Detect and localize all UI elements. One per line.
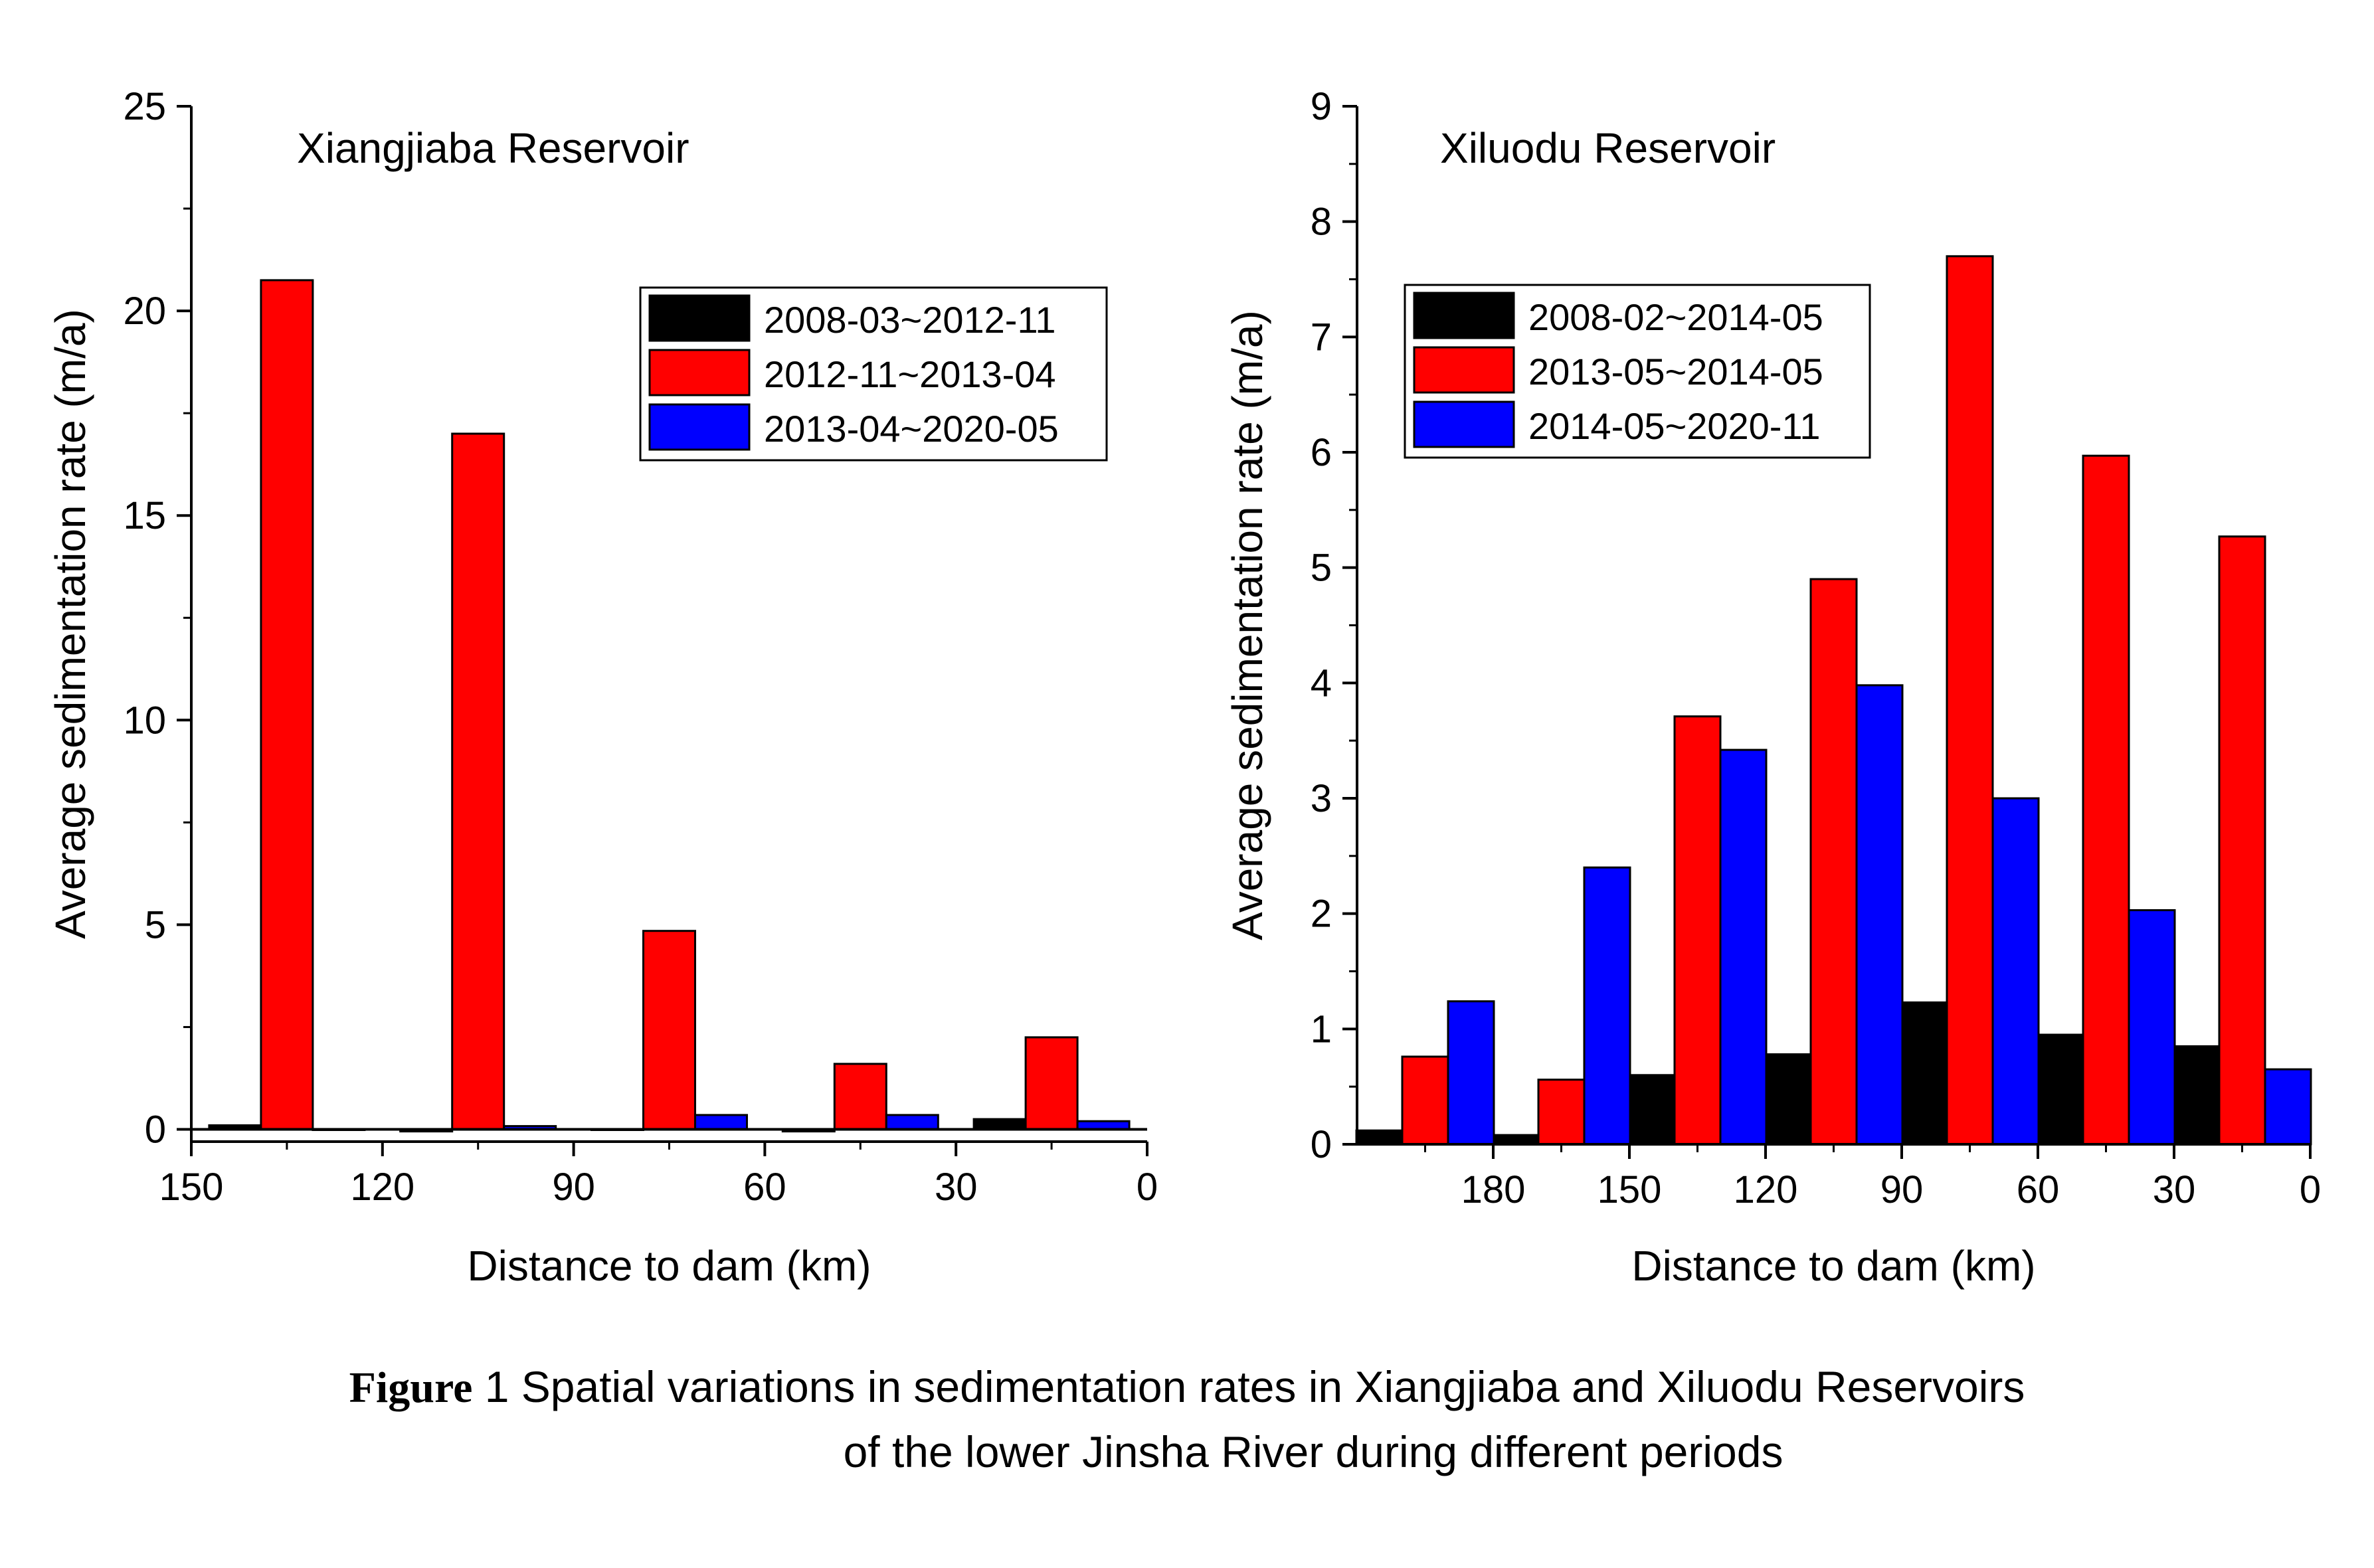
x-tick-label: 60 [743, 1166, 786, 1209]
bar [2128, 909, 2176, 1146]
x-tick-label: 30 [2153, 1168, 2196, 1211]
bar [1719, 748, 1768, 1146]
x-tick-label: 0 [1137, 1166, 1158, 1209]
bar [1491, 1134, 1540, 1146]
bar [972, 1118, 1027, 1130]
caption-text-1: 1 Spatial variations in sedimentation ra… [484, 1362, 2025, 1411]
caption-line-1: Figure 1 Spatial variations in sedimenta… [0, 1355, 2374, 1420]
legend-swatch [648, 349, 751, 396]
y-tick-label: 3 [1311, 777, 1332, 820]
x-tick-label: 180 [1461, 1168, 1526, 1211]
y-tick-label: 8 [1311, 201, 1332, 244]
bar [260, 279, 314, 1130]
y-tick-label: 6 [1311, 431, 1332, 474]
bar [1946, 255, 1994, 1146]
caption-line-2: of the lower Jinsha River during differe… [0, 1420, 2374, 1484]
bar [451, 432, 505, 1130]
bar [885, 1114, 939, 1131]
bar [2036, 1033, 2084, 1146]
legend-label: 2013-05~2014-05 [1528, 351, 1823, 392]
bar [1855, 684, 1904, 1146]
caption-figure-label: Figure [349, 1363, 473, 1412]
y-axis-label: Average sedimentation rate (m/a) [1224, 310, 1271, 940]
x-tick-label: 120 [1734, 1168, 1798, 1211]
bar [1447, 1000, 1495, 1146]
legend-swatch [648, 294, 751, 342]
x-tick-label: 90 [1880, 1168, 1924, 1211]
y-tick-label: 25 [123, 85, 166, 128]
figure-caption: Figure 1 Spatial variations in sedimenta… [0, 1355, 2374, 1484]
y-tick-label: 1 [1311, 1007, 1332, 1051]
chart-xiluodu: Xiluodu Reservoir Average sedimentation r… [1224, 85, 2321, 1290]
x-tick-label: 30 [935, 1166, 978, 1209]
y-tick-label: 0 [1311, 1123, 1332, 1166]
x-tick-label: 150 [1598, 1168, 1662, 1211]
y-tick-label: 5 [1311, 547, 1332, 590]
y-axis-label: Average sedimentation rate (m/a) [46, 309, 94, 939]
x-tick-label: 120 [350, 1166, 414, 1209]
y-tick-label: 0 [145, 1108, 166, 1152]
bar [2218, 535, 2266, 1146]
bar [2082, 454, 2130, 1146]
bar [1991, 797, 2040, 1146]
legend-swatch [1413, 292, 1515, 339]
bar [1537, 1079, 1586, 1146]
legend-swatch [1413, 346, 1515, 394]
bar [694, 1114, 748, 1131]
x-tick-label: 60 [2017, 1168, 2060, 1211]
bar [1673, 715, 1722, 1146]
y-tick-label: 10 [123, 699, 166, 742]
legend-swatch [648, 403, 751, 451]
chart-xiangjiaba: Xiangjiaba Reservoir Average sedimentatio… [46, 85, 1158, 1290]
bar [1809, 578, 1858, 1146]
y-tick-label: 2 [1311, 893, 1332, 936]
x-tick-label: 0 [2300, 1168, 2321, 1211]
legend-label: 2008-02~2014-05 [1528, 296, 1823, 338]
legend-label: 2014-05~2020-11 [1528, 405, 1821, 447]
x-tick-label: 150 [159, 1166, 224, 1209]
legend-label: 2008-03~2012-11 [764, 299, 1056, 341]
bar [2172, 1045, 2221, 1146]
bar [1627, 1074, 1676, 1146]
x-axis-label: Distance to dam (km) [467, 1242, 871, 1290]
legend-label: 2013-04~2020-05 [764, 408, 1059, 450]
y-tick-label: 7 [1311, 315, 1332, 359]
legend-swatch [1413, 400, 1515, 448]
bar [833, 1063, 887, 1131]
y-tick-label: 4 [1311, 661, 1332, 705]
bar [1401, 1055, 1449, 1146]
x-axis-label: Distance to dam (km) [1631, 1242, 2035, 1290]
bar [642, 930, 696, 1131]
x-tick-label: 90 [552, 1166, 595, 1209]
bar [1583, 866, 1631, 1146]
bar [2264, 1068, 2312, 1146]
bar [1900, 1001, 1948, 1146]
caption-text-2: of the lower Jinsha River during differe… [843, 1427, 1783, 1476]
chart-title: Xiangjiaba Reservoir [297, 124, 689, 172]
y-tick-label: 15 [123, 494, 166, 537]
bar [1355, 1129, 1404, 1146]
y-tick-label: 20 [123, 290, 166, 333]
y-tick-label: 9 [1311, 85, 1332, 128]
y-tick-label: 5 [145, 903, 166, 946]
chart-title: Xiluodu Reservoir [1440, 124, 1776, 172]
bar [1764, 1053, 1812, 1146]
bar [1024, 1036, 1079, 1131]
legend-label: 2012-11~2013-04 [764, 353, 1056, 395]
